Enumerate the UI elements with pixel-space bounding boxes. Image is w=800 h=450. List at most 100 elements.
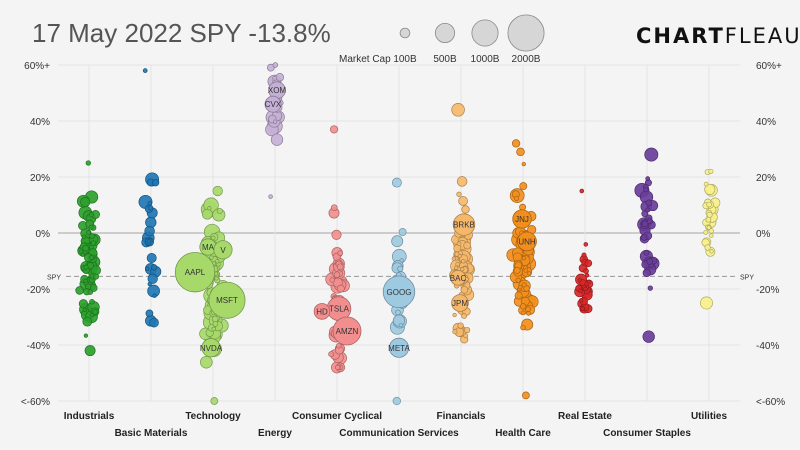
stock-bubble [526, 311, 531, 316]
y-tick-label-left-2: 20% [30, 173, 50, 184]
stock-bubble-goog [382, 275, 416, 309]
sector-label-6: Financials [437, 411, 486, 422]
stock-bubble [211, 326, 216, 332]
y-tick-label-right-6: <-60% [756, 397, 785, 408]
stock-bubble [82, 316, 93, 327]
stock-bubble [266, 63, 275, 72]
spy-label-left: SPY [47, 274, 61, 281]
stock-bubble-nvda [201, 338, 221, 358]
stock-bubble [646, 218, 653, 225]
stock-bubble [583, 286, 588, 292]
size-legend: Market Cap 100B 500B 1000B 2000B [339, 14, 545, 65]
stock-bubble [704, 183, 716, 195]
stock-bubble [212, 320, 219, 327]
stock-bubble [708, 168, 714, 174]
stock-bubble [643, 249, 650, 256]
stock-bubble [520, 324, 526, 331]
stock-bubble [336, 284, 345, 293]
stock-bubble [330, 125, 339, 134]
y-tick-label-left-6: <-60% [21, 397, 50, 408]
stock-bubble [519, 182, 528, 191]
stock-bubble [642, 330, 655, 343]
stock-bubble [89, 233, 95, 239]
size-legend-circle-0 [399, 27, 411, 39]
stock-bubble-amzn [332, 316, 362, 346]
stock-bubble [268, 194, 273, 199]
stock-bubble [645, 207, 651, 213]
stock-bubble [584, 273, 590, 278]
y-tick-label-right-2: 20% [756, 173, 776, 184]
stock-bubble [703, 181, 709, 187]
stock-bubble [89, 255, 94, 260]
ticker-label-hd: HD [316, 307, 328, 316]
stock-bubble [89, 299, 95, 305]
ticker-label-xom: XOM [268, 86, 287, 95]
sector-label-9: Consumer Staples [603, 428, 691, 439]
stock-bubble-meta [389, 337, 409, 358]
stock-bubble-brkb [452, 213, 476, 236]
stock-bubble [460, 285, 469, 294]
stock-bubble [391, 235, 404, 248]
y-tick-label-right-0: 60%+ [756, 61, 782, 72]
stock-bubble [146, 239, 151, 244]
stock-bubble [75, 286, 84, 295]
stock-bubble [88, 212, 94, 218]
stock-bubble [142, 68, 148, 73]
stock-bubble [395, 309, 401, 316]
stock-bubble [455, 261, 460, 267]
ticker-label-aapl: AAPL [185, 268, 206, 277]
sector-label-8: Real Estate [558, 411, 612, 422]
ticker-label-jnj: JNJ [515, 215, 529, 224]
stock-bubble-unh [517, 231, 537, 252]
stock-bubble [700, 296, 713, 310]
stock-bubble [89, 312, 95, 318]
stock-bubble [704, 244, 711, 251]
stock-bubble [456, 191, 462, 197]
stock-bubble [87, 289, 94, 295]
stock-bubble [461, 205, 470, 214]
stock-bubble [399, 258, 404, 263]
ticker-label-ma: MA [202, 243, 215, 252]
stock-bubble [706, 201, 712, 208]
stock-bubble [515, 277, 521, 283]
stock-bubble [581, 252, 587, 258]
stock-bubble [78, 299, 88, 309]
stock-bubble [641, 220, 649, 228]
stock-bubble [514, 195, 520, 201]
size-legend-circle-1 [435, 23, 455, 43]
stock-bubble [151, 179, 160, 187]
stock-bubble [147, 201, 153, 206]
ticker-label-cvx: CVX [265, 100, 282, 109]
stock-bubble [706, 211, 713, 218]
stock-bubble [521, 161, 526, 167]
y-tick-label-left-4: -20% [27, 285, 50, 296]
stock-bubble [520, 310, 526, 316]
stock-bubble [83, 278, 89, 284]
stock-bubble [336, 342, 342, 349]
stock-bubble [333, 271, 341, 278]
stock-bubble [647, 285, 653, 291]
stock-bubble [145, 309, 154, 318]
stock-bubble [144, 225, 155, 237]
stock-bubble [456, 176, 468, 187]
stock-bubble [583, 242, 589, 247]
y-tick-label-left-5: -40% [27, 341, 50, 352]
stock-bubble [80, 252, 85, 257]
sector-label-4: Consumer Cyclical [292, 411, 382, 422]
stock-bubble [83, 333, 89, 338]
stock-bubble [584, 281, 589, 287]
stock-bubble [147, 205, 154, 211]
stock-bubble [82, 234, 87, 239]
stock-bubble [82, 307, 88, 312]
stock-bubble [451, 103, 465, 117]
y-tick-label-right-1: 40% [756, 117, 776, 128]
stock-bubble [452, 312, 457, 318]
stock-bubble [207, 206, 212, 211]
stock-bubble [85, 230, 91, 236]
stock-bubble [645, 176, 651, 181]
stock-bubble [92, 309, 98, 315]
stock-bubble [92, 273, 99, 280]
ticker-label-msft: MSFT [216, 296, 238, 305]
